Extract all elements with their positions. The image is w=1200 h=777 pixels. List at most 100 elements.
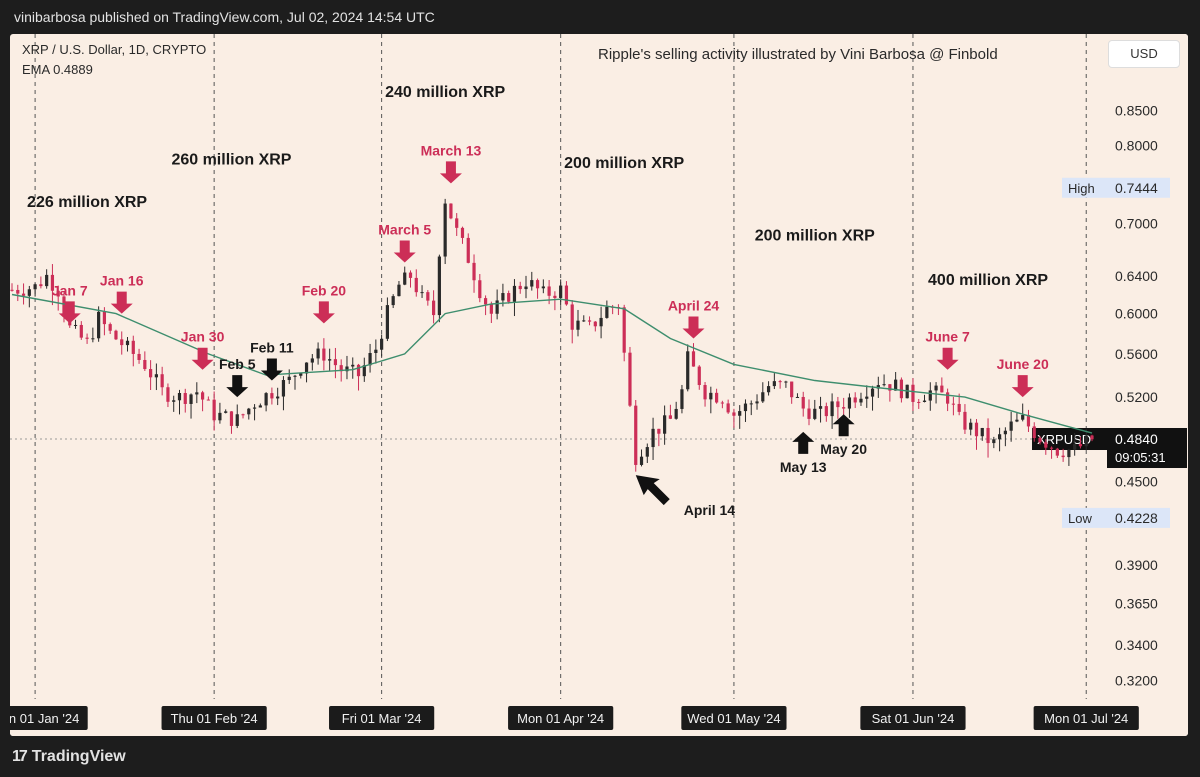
candle-up [928,390,932,401]
date-axis-label: Fri 01 Mar '24 [342,711,422,726]
candle-up [870,388,875,397]
candle-down [801,396,805,409]
candle-up [876,385,880,389]
sell-volume-label: 400 million XRP [928,272,1048,289]
candle-up [795,396,800,398]
candle-down [957,403,961,412]
candle-down [1044,442,1048,448]
buy-date-label: May 13 [780,459,827,475]
candle-up [287,376,291,381]
date-label-box [681,706,787,730]
chart-area[interactable]: Mon 01 Jan '24 Thu 01 Feb '24 Fri 01 Mar '… [10,34,1188,736]
candle-down [270,393,274,399]
candle-up [813,408,817,419]
ema-legend: EMA 0.4889 [22,62,93,77]
chart-annotation-title: Ripple's selling activity illustrated by… [598,46,998,63]
publisher-line: vinibarbosa published on TradingView.com… [14,9,435,25]
date-label-box [508,706,614,730]
high-badge [1062,177,1170,198]
candle-up [680,389,684,409]
date-label-box [860,706,966,730]
price-chart-svg[interactable]: Mon 01 Jan '24 Thu 01 Feb '24 Fri 01 Mar '… [10,34,1188,736]
candle-up [1003,430,1007,435]
candle-down [160,374,164,388]
candle-up [368,353,372,366]
candle-down [720,402,724,404]
candle-down [951,403,955,405]
candle-down [853,397,857,403]
candle-up [755,401,759,404]
candle-up [385,305,390,339]
candle-up [645,447,649,457]
candle-down [449,203,453,219]
candle-up [304,362,309,374]
sell-date-label: March 13 [421,142,482,158]
candle-down [1078,444,1083,447]
candle-up [709,392,713,400]
candle-down [322,348,326,361]
candle-up [743,403,748,412]
candle-down [587,320,592,322]
candle-down [1055,448,1059,456]
candle-down [547,286,551,296]
candle-down [553,295,557,298]
candle-down [149,369,153,378]
candle-up [362,365,366,377]
candle-down [518,285,522,290]
candle-up [172,400,176,402]
candle-up [316,348,320,359]
candle-down [622,307,626,353]
candle-up [258,405,262,408]
sell-arrow-icon [312,301,335,324]
candle-down [39,284,43,287]
candle-down [62,296,66,315]
candle-down [714,392,719,403]
candle-down [1032,426,1036,438]
candle-up [443,203,447,257]
candle-down [691,351,696,367]
candle-up [559,285,563,298]
sell-volume-label: 226 million XRP [27,194,147,211]
candle-down [778,381,782,383]
candle-up [582,320,586,322]
sell-arrow-icon [110,291,133,314]
candle-down [16,289,20,294]
buy-date-label: May 20 [820,441,867,457]
candle-up [686,351,690,390]
price-axis-panel[interactable] [1104,34,1188,699]
candle-down [489,304,493,314]
sell-date-label: Feb 20 [302,282,347,298]
price-tick-label: 0.5600 [1115,346,1158,362]
candle-down [940,385,944,393]
publisher-bar: vinibarbosa published on TradingView.com… [0,0,1200,34]
high-badge-value: 0.7444 [1115,180,1158,196]
candle-down [899,379,904,399]
price-tick-label: 0.3650 [1115,596,1158,612]
bar-countdown: 09:05:31 [1115,450,1166,465]
buy-arrow-icon [260,358,283,381]
tradingview-logo[interactable]: 17 TradingView [12,748,126,766]
candle-up [772,381,776,387]
candle-up [73,324,78,326]
candle-down [697,366,701,386]
candle-down [842,407,846,409]
date-axis-label: Mon 01 Jul '24 [1044,711,1128,726]
price-tick-label: 0.8000 [1115,138,1158,154]
candle-up [969,422,973,430]
candle-up [351,364,355,367]
currency-button[interactable]: USD [1108,40,1180,68]
price-tick-label: 0.3900 [1115,557,1158,573]
candle-up [738,411,742,416]
candle-up [235,414,239,426]
candle-down [414,277,418,293]
date-axis-label: Mon 01 Jan '24 [10,711,79,726]
candle-up [154,374,158,378]
candle-up [195,392,199,395]
candle-up [495,300,499,314]
candle-down [564,285,569,305]
candle-up [45,274,49,287]
candle-up [674,408,678,419]
candle-down [593,321,597,327]
candle-up [605,306,609,318]
candle-down [790,381,794,398]
